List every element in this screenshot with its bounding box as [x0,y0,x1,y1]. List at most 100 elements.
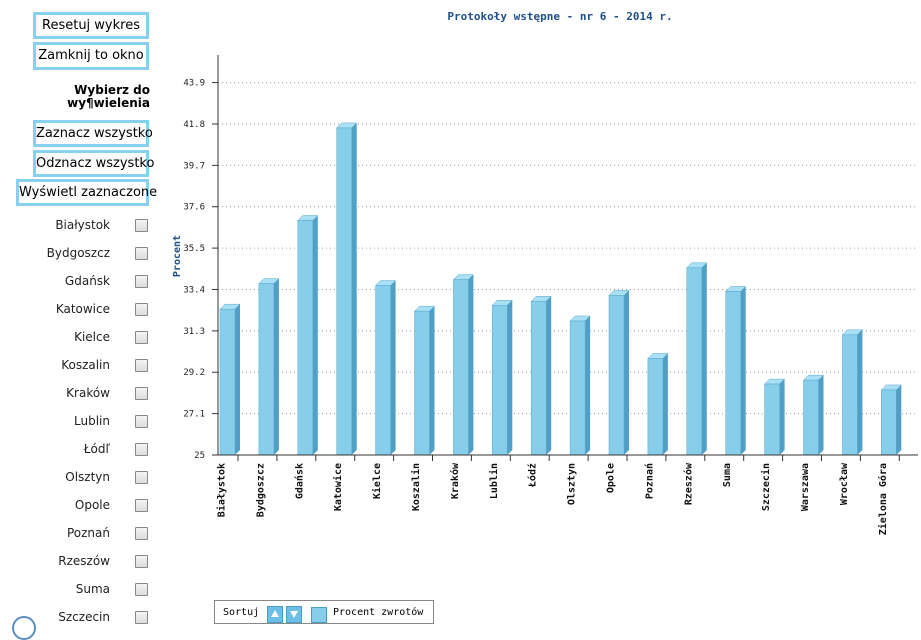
bar [413,305,436,456]
bar-front [375,285,391,456]
bar-side [662,353,668,455]
bar-side [390,280,396,455]
x-tick-label: Suma [722,463,733,487]
legend-swatch [311,607,327,623]
deselect-all-button[interactable]: Odznacz wszystko [33,150,154,177]
reset-chart-button[interactable]: Resetuj wykres [33,12,149,39]
bar-side [273,278,279,455]
x-tick-label: Łódź [527,463,539,488]
city-row[interactable]: Łódľ [0,440,152,460]
bar-side [546,296,552,455]
city-checkbox[interactable] [135,275,148,288]
city-row[interactable]: Opole [0,496,152,516]
sort-descending-icon[interactable] [286,606,302,623]
circle-icon [12,616,36,640]
select-all-button[interactable]: Zaznacz wszystko [33,120,153,147]
bar [530,296,552,456]
city-row[interactable]: Suma [0,580,152,600]
city-checkbox[interactable] [135,359,148,372]
x-tick-label: Gdańsk [293,463,305,499]
x-tick-label: Olsztyn [567,463,578,505]
bar-front [803,379,819,456]
y-tick-label: 43.9 [183,79,205,89]
x-tick-label: Zielona Góra [877,463,889,535]
bar-front [414,310,430,456]
x-tick-label: Białystok [216,463,228,517]
bar-front [492,304,508,456]
show-selected-button[interactable]: Wyświetl zaznaczone [16,179,157,206]
y-axis-label: Procent [172,235,183,277]
sort-ascending-icon[interactable] [267,606,283,623]
city-row[interactable]: Lublin [0,412,152,432]
bar [336,122,358,456]
city-row[interactable]: Bydgoszcz [0,244,152,264]
y-tick-label: 33.4 [183,285,205,295]
city-label: Katowice [55,302,110,316]
bar-front [686,267,703,456]
bar-front [336,127,352,456]
y-tick-label: 39.7 [183,161,205,171]
sidebar: Resetuj wykres Zamknij to okno Wybierz d… [0,0,160,624]
x-tick-label: Rzeszów [682,462,694,505]
city-row[interactable]: Białystok [0,216,152,236]
bar-side [818,375,824,455]
bar-side [701,262,707,455]
city-label: Kielce [74,330,110,344]
x-tick-label: Katowice [332,463,344,511]
city-label: Olsztyn [65,470,110,484]
city-row[interactable]: Poznań [0,524,152,544]
city-checkbox[interactable] [135,471,148,484]
city-checkbox[interactable] [135,387,148,400]
city-checkbox[interactable] [135,555,148,568]
x-tick-label: Szczecin [760,463,772,511]
city-checkbox[interactable] [135,415,148,428]
city-checkbox[interactable] [135,443,148,456]
bar-front [258,283,275,456]
city-row[interactable]: Rzeszów [0,552,152,572]
city-label: Gdańsk [64,274,110,288]
bar-front [569,320,586,456]
city-row[interactable]: Katowice [0,300,152,320]
bar [608,290,630,456]
city-checkbox[interactable] [135,527,148,540]
city-checkbox[interactable] [135,499,148,512]
bar-front [764,383,780,456]
bar-front [530,301,547,456]
city-checkbox[interactable] [135,247,148,260]
city-checkbox[interactable] [135,303,148,316]
city-label: Rzeszów [58,554,110,568]
x-tick-label: Kielce [371,463,383,499]
select-heading: Wybierz do wy¶wielenia [0,84,150,110]
x-tick-label: Poznań [643,463,655,499]
city-label: Białystok [55,218,110,232]
city-label: Poznań [66,526,110,540]
x-tick-label: Kraków [449,462,461,499]
city-checkbox[interactable] [135,219,148,232]
y-tick-label: 31.3 [183,327,205,337]
bar-side [351,122,357,455]
bar [763,378,786,456]
bar [880,384,902,456]
y-tick-label: 25 [194,451,205,461]
bar [452,274,475,456]
city-checkbox[interactable] [135,583,148,596]
bar-front [842,334,858,456]
x-tick-label: Opole [606,463,617,493]
bar-side [312,215,318,455]
x-tick-label: Koszalin [410,463,422,511]
bar [725,286,747,456]
city-checkbox[interactable] [135,331,148,344]
close-window-button[interactable]: Zamknij to okno [33,42,149,70]
city-row[interactable]: Kraków [0,384,152,404]
city-label: Kraków [66,386,110,400]
bar-front [647,358,664,456]
x-tick-label: Warszawa [800,463,811,511]
bar-front [297,220,314,456]
city-row[interactable]: Koszalin [0,356,152,376]
bar-side [624,290,629,455]
city-row[interactable]: Gdańsk [0,272,152,292]
city-row[interactable]: Olsztyn [0,468,152,488]
city-row[interactable]: Kielce [0,328,152,348]
bar-front [453,279,469,456]
bar [569,315,591,456]
